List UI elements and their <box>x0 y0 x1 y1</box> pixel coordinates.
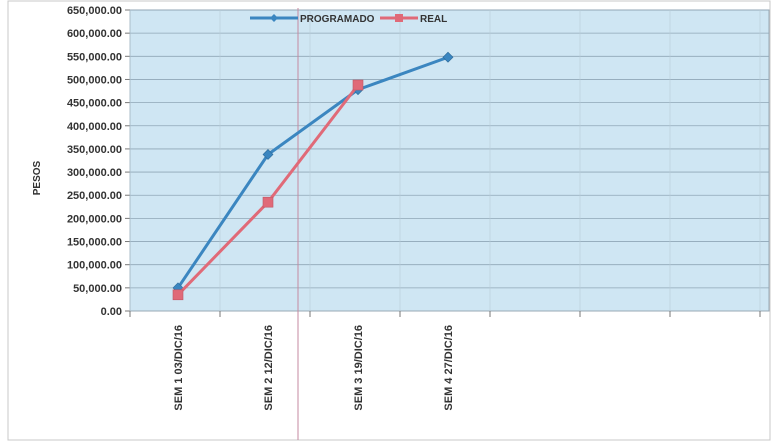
y-tick-label: 350,000.00 <box>67 144 122 156</box>
data-point <box>172 289 184 301</box>
data-point <box>352 79 364 91</box>
y-tick-label: 650,000.00 <box>67 5 122 17</box>
data-point <box>442 51 454 63</box>
x-tick-label: SEM 1 03/DIC/16 <box>173 325 185 411</box>
data-point <box>262 149 274 160</box>
legend-marker <box>395 14 403 22</box>
y-tick-label: 50,000.00 <box>73 283 122 295</box>
y-tick-label: 0.00 <box>101 306 122 318</box>
y-tick-label: 500,000.00 <box>67 74 122 86</box>
y-tick-label: 100,000.00 <box>67 260 122 272</box>
y-tick-label: 550,000.00 <box>67 51 122 63</box>
y-tick-label: 450,000.00 <box>67 98 122 110</box>
legend-marker <box>270 14 278 22</box>
y-tick-label: 400,000.00 <box>67 121 122 133</box>
x-tick-label: SEM 2 12/DIC/16 <box>263 325 275 411</box>
y-tick-label: 200,000.00 <box>67 213 122 225</box>
x-tick-label: SEM 4 27/DIC/16 <box>443 325 455 411</box>
y-tick-label: 600,000.00 <box>67 28 122 40</box>
y-axis-title: PESOS <box>32 160 43 195</box>
y-tick-label: 250,000.00 <box>67 190 122 202</box>
x-tick-label: SEM 3 19/DIC/16 <box>353 325 365 411</box>
data-point <box>262 196 274 208</box>
y-tick-label: 300,000.00 <box>67 167 122 179</box>
legend-label: REAL <box>420 14 447 25</box>
legend-label: PROGRAMADO <box>300 14 375 25</box>
series-line-programado <box>176 55 449 289</box>
y-tick-label: 150,000.00 <box>67 237 122 249</box>
